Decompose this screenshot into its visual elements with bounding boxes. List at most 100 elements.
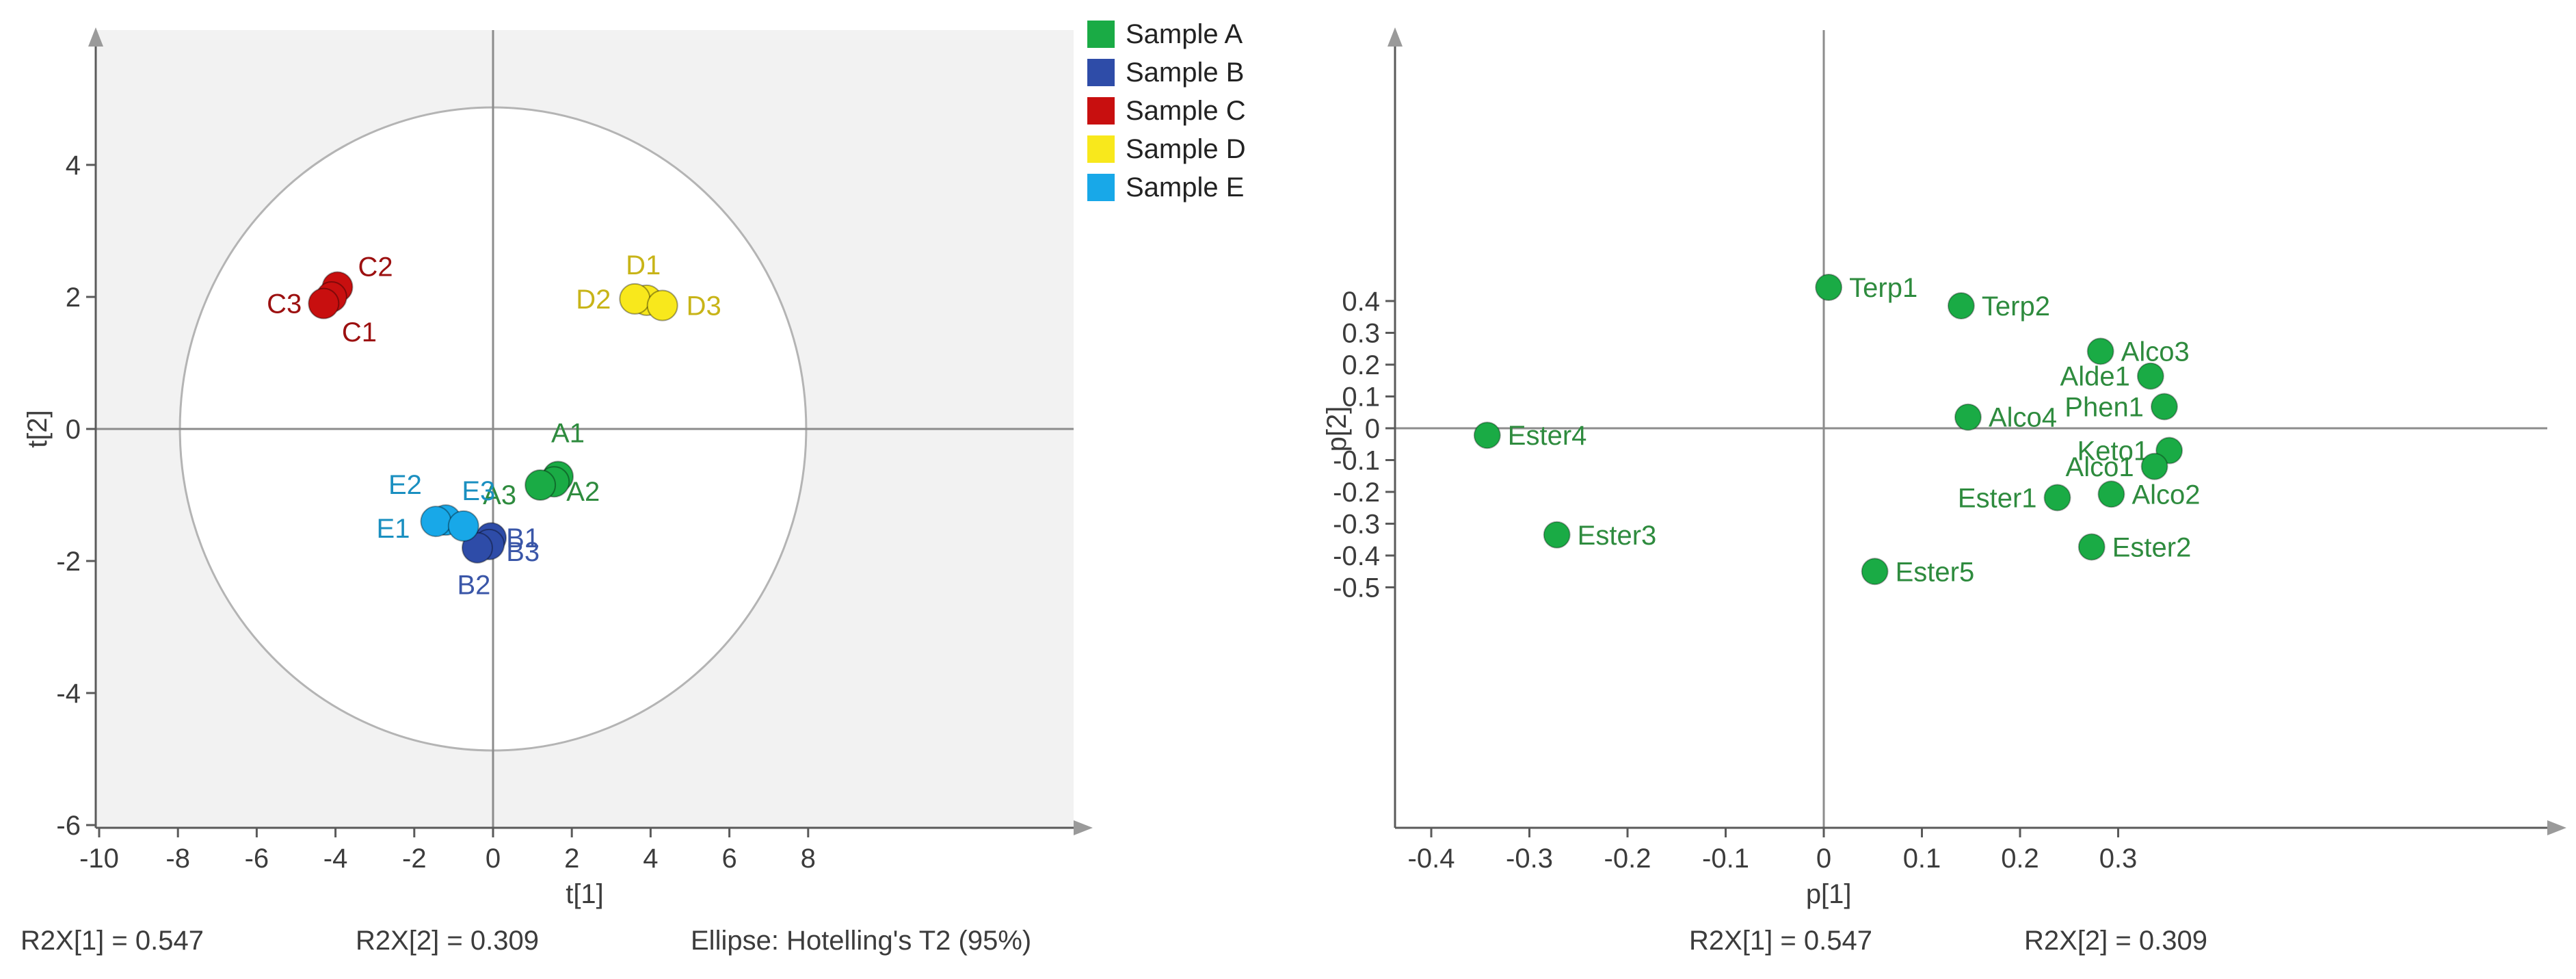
score-point-d2 (619, 283, 651, 315)
x-tick-label: 6 (721, 844, 736, 874)
x-tick-label: 0.2 (2001, 844, 2039, 874)
y-tick-label: -4 (56, 679, 81, 709)
x-tick-label: -8 (165, 844, 190, 874)
y-tick-label: 0.2 (1342, 350, 1380, 380)
score-point-label: A1 (551, 418, 585, 448)
x-tick-label: -2 (402, 844, 427, 874)
x-tick-label: -0.2 (1604, 844, 1651, 874)
score-point-c3 (308, 287, 340, 319)
score-point-label: C2 (358, 252, 393, 283)
x-tick-label: -10 (79, 844, 119, 874)
r2x2-footer: R2X[2] = 0.309 (356, 926, 539, 956)
loading-point-label: Alco1 (2066, 452, 2134, 482)
loading-point-label: Ester3 (1578, 521, 1657, 551)
score-point-label: A2 (566, 477, 600, 507)
loadings-plot: -0.4 -0.3 -0.2 -0.1 0 0.1 0.2 0.3-0.5-0.4-0.3-0… (1322, 27, 2566, 956)
score-point-label: A3 (483, 480, 516, 510)
score-point-label: E3 (462, 476, 495, 506)
loading-point-ester2 (2077, 533, 2106, 561)
loading-point-terp2 (1947, 291, 1975, 319)
loading-point-ester1 (2043, 484, 2071, 512)
legend-swatch-2 (1087, 59, 1115, 86)
loading-point-label: Ester2 (2112, 532, 2192, 562)
legend-swatch-3 (1087, 97, 1115, 125)
loading-point-label: Terp2 (1982, 291, 2050, 322)
legend-label: Sample B (1126, 57, 1244, 88)
x-tick-label: 4 (643, 844, 658, 874)
x-tick-label: 0 (1816, 844, 1831, 874)
score-point-label: B3 (506, 537, 540, 567)
loading-point-ester4 (1473, 421, 1501, 449)
loading-point-phen1 (2150, 393, 2178, 421)
y-axis-label: p[2] (1322, 406, 1352, 452)
loading-point-label: Terp1 (1849, 273, 1917, 303)
score-point-label: B2 (457, 571, 490, 601)
y-axis-arrow-icon (1387, 27, 1403, 47)
y-tick-label: 0.3 (1342, 319, 1380, 349)
loading-point-alco2 (2097, 480, 2125, 508)
y-tick-label: -0.3 (1333, 510, 1380, 540)
score-point-e3 (447, 510, 479, 542)
y-tick-label: 0.1 (1342, 382, 1380, 413)
score-point-d3 (646, 289, 678, 322)
y-tick-label: 2 (66, 283, 81, 313)
x-tick-label: 0.1 (1903, 844, 1941, 874)
x-tick-label: -0.1 (1702, 844, 1749, 874)
score-point-label: E1 (377, 514, 410, 544)
loading-point-label: Ester1 (1958, 483, 2037, 513)
r2x1-footer: R2X[1] = 0.547 (21, 926, 204, 956)
r2x2-footer: R2X[2] = 0.309 (2024, 926, 2207, 956)
loading-point-label: Phen1 (2064, 392, 2144, 422)
score-point-label: D3 (687, 291, 721, 322)
legend-swatch-1 (1087, 21, 1115, 48)
r2x1-footer: R2X[1] = 0.547 (1689, 926, 1872, 956)
loading-point-terp1 (1815, 274, 1843, 302)
x-tick-label: -6 (245, 844, 269, 874)
x-tick-label: 0.3 (2099, 844, 2138, 874)
x-tick-label: 8 (801, 844, 816, 874)
x-tick-label: -4 (323, 844, 348, 874)
score-point-label: D1 (626, 250, 661, 280)
y-tick-label: 0 (1365, 414, 1380, 444)
loading-point-alco3 (2086, 337, 2114, 365)
score-point-b2 (461, 532, 493, 564)
legend-label: Sample C (1126, 96, 1246, 126)
loading-point-label: Alco4 (1989, 403, 2057, 433)
score-point-label: D2 (576, 285, 611, 315)
y-tick-label: 0 (66, 415, 81, 445)
x-tick-label: 0 (486, 844, 501, 874)
score-point-a3 (525, 469, 557, 501)
x-tick-label: 2 (564, 844, 579, 874)
x-axis-label: p[1] (1806, 879, 1852, 909)
loading-point-label: Ester4 (1508, 421, 1587, 451)
loading-point-label: Alco3 (2121, 337, 2190, 367)
loading-point-ester3 (1543, 521, 1571, 549)
y-tick-label: 0.4 (1342, 287, 1380, 317)
loading-point-label: Alco2 (2132, 480, 2200, 510)
loading-point-alco1 (2140, 452, 2168, 480)
y-axis-arrow-icon (88, 27, 103, 47)
loading-point-label: Ester5 (1896, 557, 1975, 587)
x-axis-arrow-icon (2547, 820, 2566, 835)
scores-plot: -10 -8 -6 -4 -2 0 2 4 6 8 -6 -4 -2 0 2 4 t[1] t[2] R2X[1] … (21, 27, 1093, 956)
loading-point-ester5 (1861, 558, 1889, 586)
score-point-label: C1 (342, 317, 377, 348)
x-tick-label: -0.4 (1408, 844, 1455, 874)
loading-point-label: Keto1 (2077, 436, 2149, 467)
loading-point-alco4 (1954, 403, 1982, 431)
legend-label: Sample E (1126, 172, 1244, 203)
ellipse-footer: Ellipse: Hotelling's T2 (95%) (691, 926, 1031, 956)
x-axis-arrow-icon (1074, 820, 1093, 835)
y-axis-label: t[2] (23, 410, 53, 448)
y-tick-label: -0.1 (1333, 446, 1380, 476)
y-tick-label: -0.4 (1333, 541, 1380, 571)
legend-swatch-5 (1087, 174, 1115, 201)
y-tick-label: 4 (66, 151, 81, 181)
legend: Sample A Sample B Sample C Sample D Sample E (1087, 19, 1246, 203)
score-point-label: B1 (506, 523, 540, 553)
score-point-label: E2 (388, 470, 422, 500)
loading-point-alde1 (2136, 362, 2164, 390)
x-tick-label: -0.3 (1506, 844, 1553, 874)
